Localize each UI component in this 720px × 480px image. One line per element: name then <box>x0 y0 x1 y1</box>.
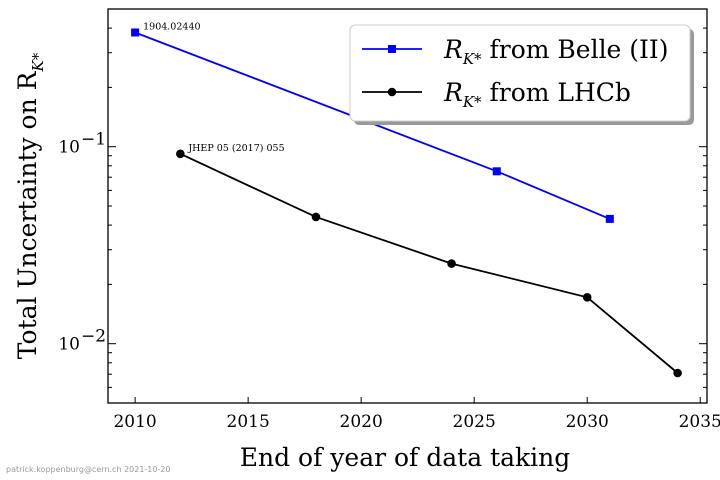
annotation-layer: 1904.02440 JHEP 05 (2017) 055 <box>143 21 285 153</box>
legend: RK* from Belle (II) RK* from LHCb <box>349 24 694 125</box>
legend-marker-lhcb <box>387 87 397 97</box>
data-point-circle <box>582 292 592 302</box>
annotation-label: 1904.02440 <box>143 21 200 32</box>
y-tick-label-base: 10 <box>58 335 80 355</box>
footer-credit: patrick.koppenburg@cern.ch 2021-10-20 <box>6 465 171 474</box>
data-point-circle <box>673 368 682 378</box>
legend-label-lhcb: RK* from LHCb <box>443 78 631 111</box>
data-point-square <box>492 167 501 176</box>
series-line-1 <box>179 153 679 374</box>
data-point-circle <box>311 212 321 222</box>
legend-label-belle: RK* from Belle (II) <box>443 35 669 68</box>
legend-entry-belle: RK* from Belle (II) <box>362 35 669 68</box>
x-tick-label: 2030 <box>566 412 609 432</box>
x-axis-ticks: 2010 2015 2020 2025 2030 2035 <box>113 397 720 432</box>
y-tick-label-exponent: −2 <box>81 327 106 347</box>
x-tick-label: 2035 <box>679 412 720 432</box>
legend-entry-lhcb: RK* from LHCb <box>362 78 631 111</box>
y-tick-label: 10 <box>58 335 80 355</box>
annotation-label: JHEP 05 (2017) 055 <box>187 143 284 154</box>
x-tick-label: 2025 <box>453 412 496 432</box>
data-point-circle <box>176 149 185 159</box>
y-tick-label-base: 10 <box>58 138 80 158</box>
legend-marker-belle <box>388 45 396 53</box>
x-tick-label: 2020 <box>340 412 383 432</box>
series-layer <box>131 28 682 378</box>
x-tick-label: 2015 <box>227 412 270 432</box>
data-point-square <box>131 28 140 37</box>
y-axis-title: Total Uncertainty on RK* <box>13 52 47 359</box>
y-tick-label: 10 <box>58 138 80 158</box>
x-axis-title: End of year of data taking <box>240 443 571 472</box>
y-axis-title-subscript: K* <box>29 52 47 72</box>
data-point-square <box>605 214 614 223</box>
x-tick-label: 2010 <box>113 412 156 432</box>
y-axis-ticks: 10−210−1 <box>58 8 707 404</box>
data-point-circle <box>447 259 456 268</box>
y-tick-label-exponent: −1 <box>81 130 106 150</box>
legend-box <box>349 24 691 122</box>
